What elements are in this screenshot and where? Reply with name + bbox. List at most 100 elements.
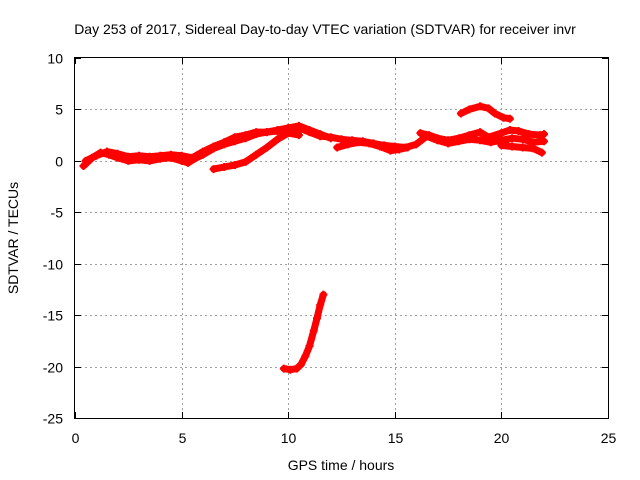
data-point [465, 131, 474, 140]
x-tick-label: 20 [494, 430, 510, 446]
data-point [386, 146, 395, 155]
data-point [484, 104, 493, 113]
tick-labels: 0 5 10 15 20 25 -25 -20 -15 -10 -5 0 5 10 [43, 51, 617, 447]
data-point [286, 365, 295, 374]
data-point [476, 102, 485, 111]
data-point [333, 143, 342, 152]
chart-title: Day 253 of 2017, Sidereal Day-to-day VTE… [74, 21, 576, 37]
data-point [514, 127, 523, 135]
data-point [262, 128, 271, 137]
data-point [209, 165, 218, 174]
data-point [476, 128, 485, 137]
x-tick-label: 25 [601, 430, 617, 446]
data-point [220, 163, 229, 171]
data-point [252, 128, 261, 137]
x-tick-label: 15 [388, 430, 404, 446]
data-point [454, 134, 463, 143]
data-point [540, 130, 548, 139]
y-tick-label: 0 [55, 154, 63, 170]
data-point [279, 364, 288, 373]
data-point [508, 142, 517, 151]
y-tick-label: -15 [43, 308, 63, 324]
data-point [230, 161, 239, 169]
data-point [209, 142, 218, 151]
data-point [301, 352, 310, 361]
data-point [537, 148, 546, 157]
data-point [497, 129, 506, 138]
data-point [319, 290, 328, 299]
x-tick-label: 10 [281, 430, 297, 446]
data-point [444, 136, 453, 145]
data-point [305, 342, 314, 350]
data-point [529, 144, 538, 153]
y-tick-label: 5 [55, 102, 63, 118]
data-point [465, 105, 474, 114]
series-layer [79, 102, 548, 374]
data-point [416, 129, 425, 138]
data-point [540, 137, 548, 146]
data-point [316, 300, 325, 309]
data-point [241, 131, 250, 140]
data-point [81, 156, 90, 165]
data-point [309, 326, 318, 335]
data-point [297, 360, 305, 369]
data-point [491, 109, 499, 118]
x-axis-label: GPS time / hours [288, 457, 395, 473]
data-point [292, 364, 301, 373]
y-tick-label: -5 [51, 205, 64, 221]
data-point [505, 126, 514, 134]
x-tick-label: 0 [72, 430, 80, 446]
data-point [518, 143, 527, 152]
data-point [241, 157, 250, 166]
data-point [156, 151, 165, 160]
y-tick-label: 10 [47, 51, 63, 67]
data-point [343, 140, 352, 149]
data-point [433, 134, 442, 143]
data-point [135, 151, 143, 160]
data-point [220, 138, 229, 147]
data-point [354, 138, 363, 147]
data-point [262, 143, 271, 152]
y-tick-label: -10 [43, 257, 63, 273]
data-point [113, 149, 122, 158]
data-point [518, 135, 527, 144]
data-point [305, 126, 314, 134]
data-point [456, 109, 465, 118]
data-point [177, 151, 186, 160]
data-point [313, 314, 321, 323]
data-point [252, 150, 261, 159]
data-point [484, 133, 493, 142]
data-point [395, 145, 404, 154]
data-point [508, 134, 517, 143]
x-tick-label: 5 [179, 430, 187, 446]
data-point [294, 131, 303, 140]
data-point [294, 121, 303, 130]
data-point [424, 131, 433, 140]
data-point [198, 147, 207, 156]
data-point [284, 129, 293, 138]
data-point [365, 139, 374, 148]
axis-ticks [75, 58, 609, 419]
data-point [412, 140, 421, 149]
data-point [273, 135, 282, 144]
data-point [273, 126, 282, 134]
data-point [337, 135, 346, 144]
data-point [145, 152, 154, 161]
data-point [375, 142, 384, 151]
data-point [505, 114, 514, 123]
data-point [166, 150, 175, 159]
data-point [188, 153, 197, 162]
data-point [476, 136, 485, 145]
plot-frame [74, 57, 609, 419]
grid-lines [75, 58, 608, 418]
data-point [403, 143, 412, 152]
data-point [124, 152, 133, 161]
y-tick-label: -20 [43, 360, 63, 376]
data-point [316, 130, 325, 139]
data-point [525, 130, 534, 139]
data-point [326, 134, 335, 143]
y-tick-label: -25 [43, 411, 63, 427]
data-point [497, 141, 506, 150]
data-point [230, 133, 239, 142]
